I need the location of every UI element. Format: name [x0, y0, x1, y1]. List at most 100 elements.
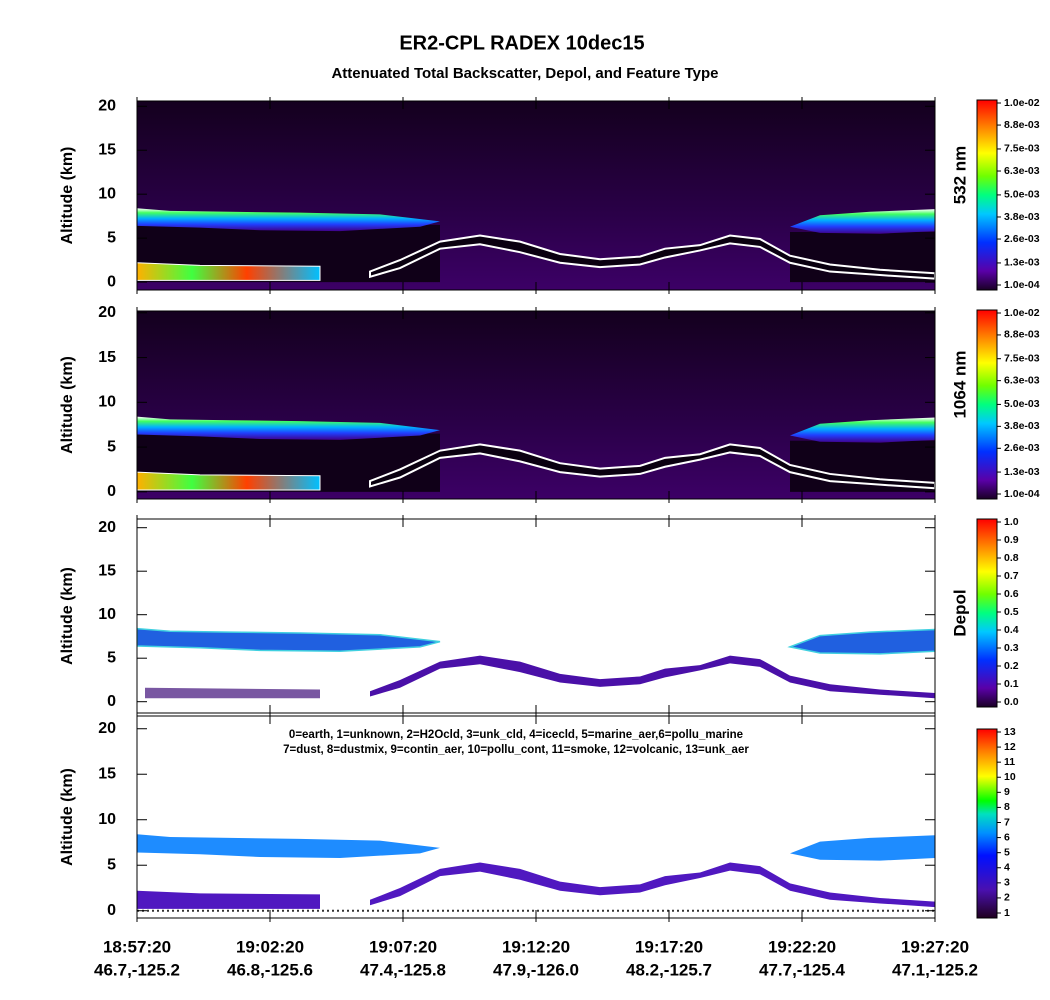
- x-tick-sublabel: 46.8,-125.6: [227, 960, 313, 979]
- x-tick-sublabel: 47.4,-125.8: [360, 960, 446, 979]
- annotation: 0=earth, 1=unknown, 2=H2Ocld, 3=unk_cld,…: [289, 729, 743, 741]
- colorbar-tick-label: 1.3e-03: [1004, 257, 1040, 269]
- colorbar-tick-label: 13: [1004, 726, 1016, 738]
- cloud: [137, 471, 321, 491]
- x-tick-label: 19:07:20: [369, 937, 437, 956]
- colorbar-tick-label: 7: [1004, 816, 1010, 828]
- annotation: 7=dust, 8=dustmix, 9=contin_aer, 10=poll…: [283, 744, 749, 756]
- colorbar-tick-label: 2.6e-03: [1004, 442, 1040, 454]
- curtain-image: [137, 311, 935, 499]
- colorbar-tick-label: 5.0e-03: [1004, 189, 1040, 201]
- y-tick-label: 15: [98, 765, 116, 782]
- colorbar-tick-label: 1.0e-02: [1004, 307, 1040, 319]
- colorbar-tick-label: 1.0: [1004, 516, 1019, 528]
- colorbar-tick-label: 6.3e-03: [1004, 374, 1040, 386]
- title: ER2-CPL RADEX 10dec15: [399, 32, 644, 54]
- panel: 0 5 10 15 20 Altitude (km) 1.0e-04 1.3e-03 2.6e-…: [59, 304, 1040, 503]
- colorbar-label: 532 nm: [950, 146, 969, 205]
- colorbar-tick-label: 10: [1004, 771, 1016, 783]
- colorbar-tick-label: 0.8: [1004, 552, 1019, 564]
- colorbar-tick-label: 2.6e-03: [1004, 233, 1040, 245]
- y-tick-label: 5: [107, 438, 116, 455]
- y-axis-label: Altitude (km): [59, 768, 76, 866]
- cloud: [790, 209, 935, 234]
- x-tick-sublabel: 47.9,-126.0: [493, 960, 579, 979]
- y-axis-label: Altitude (km): [59, 147, 76, 245]
- cloud: [137, 834, 440, 858]
- colorbar-tick-label: 9: [1004, 786, 1010, 798]
- x-tick-label: 19:17:20: [635, 937, 703, 956]
- colorbar-tick-label: 12: [1004, 741, 1016, 753]
- colorbar-tick-label: 0.7: [1004, 570, 1019, 582]
- colorbar-tick-label: 0.9: [1004, 534, 1019, 546]
- colorbar-tick-label: 5: [1004, 846, 1010, 858]
- y-tick-label: 20: [98, 304, 116, 321]
- x-tick-label: 19:27:20: [901, 937, 969, 956]
- colorbar-tick-label: 4: [1004, 862, 1010, 874]
- x-tick-sublabel: 46.7,-125.2: [94, 960, 180, 979]
- x-tick-label: 18:57:20: [103, 937, 171, 956]
- curtain-image: [137, 627, 935, 699]
- cloud: [137, 262, 321, 281]
- y-tick-label: 15: [98, 562, 116, 579]
- colorbar-tick-label: 1.0e-02: [1004, 97, 1040, 109]
- curtain-image: [137, 834, 935, 912]
- x-tick-sublabel: 47.7,-125.4: [759, 960, 846, 979]
- colorbar-tick-label: 1: [1004, 907, 1010, 919]
- y-tick-label: 10: [98, 606, 116, 623]
- x-tick-label: 19:02:20: [236, 937, 304, 956]
- colorbar: [976, 728, 998, 919]
- colorbar: [976, 99, 998, 291]
- colorbar-tick-label: 0.1: [1004, 678, 1019, 690]
- colorbar-tick-label: 1.0e-04: [1004, 279, 1040, 291]
- colorbar-tick-label: 5.0e-03: [1004, 398, 1040, 410]
- y-tick-label: 5: [107, 856, 116, 873]
- y-tick-label: 15: [98, 349, 116, 366]
- cloud: [787, 628, 935, 655]
- y-tick-label: 5: [107, 229, 116, 246]
- colorbar-tick-label: 11: [1004, 756, 1015, 768]
- cloud: [790, 417, 935, 443]
- panel: 0 5 10 15 20 Altitude (km) 0.0 0.1 0.2 0.3 0.4 0.5 0…: [59, 515, 1019, 717]
- y-tick-label: 10: [98, 811, 116, 828]
- colorbar-tick-label: 2: [1004, 892, 1010, 904]
- x-tick-label: 19:12:20: [502, 937, 570, 956]
- colorbar-tick-label: 6.3e-03: [1004, 165, 1040, 177]
- colorbar-tick-label: 1.3e-03: [1004, 466, 1040, 478]
- panel: 0 5 10 15 20 Altitude (km) 1.0e-04 1.3e-03 2.6e-…: [59, 97, 1040, 294]
- colorbar: [976, 518, 998, 708]
- colorbar-tick-label: 3.8e-03: [1004, 420, 1040, 432]
- layer: [137, 890, 320, 909]
- y-tick-label: 0: [107, 483, 116, 500]
- colorbar-tick-label: 3: [1004, 877, 1010, 889]
- y-tick-label: 5: [107, 649, 116, 666]
- colorbar-tick-label: 0.4: [1004, 624, 1019, 636]
- colorbar-tick-label: 3.8e-03: [1004, 211, 1040, 223]
- colorbar-tick-label: 6: [1004, 831, 1010, 843]
- colorbar-tick-label: 0.0: [1004, 696, 1019, 708]
- colorbar-tick-label: 1.0e-04: [1004, 488, 1040, 500]
- cloud: [137, 416, 440, 440]
- surface-layer: [369, 234, 935, 280]
- layer: [370, 655, 935, 699]
- y-tick-label: 15: [98, 141, 116, 158]
- x-tick-sublabel: 47.1,-125.2: [892, 960, 978, 979]
- x-tick-label: 19:22:20: [768, 937, 836, 956]
- cloud: [790, 835, 935, 861]
- layer: [370, 862, 935, 908]
- colorbar-tick-label: 7.5e-03: [1004, 352, 1040, 364]
- cloud: [137, 627, 441, 652]
- cloud: [137, 208, 440, 232]
- y-axis-label: Altitude (km): [59, 567, 76, 665]
- subtitle: Attenuated Total Backscatter, Depol, and…: [331, 65, 718, 82]
- colorbar-tick-label: 8: [1004, 801, 1010, 813]
- surface-layer: [369, 443, 935, 490]
- y-tick-label: 20: [98, 97, 116, 114]
- colorbar-tick-label: 7.5e-03: [1004, 143, 1040, 155]
- y-tick-label: 10: [98, 185, 116, 202]
- colorbar-tick-label: 0.6: [1004, 588, 1019, 600]
- curtain-image: [137, 101, 935, 290]
